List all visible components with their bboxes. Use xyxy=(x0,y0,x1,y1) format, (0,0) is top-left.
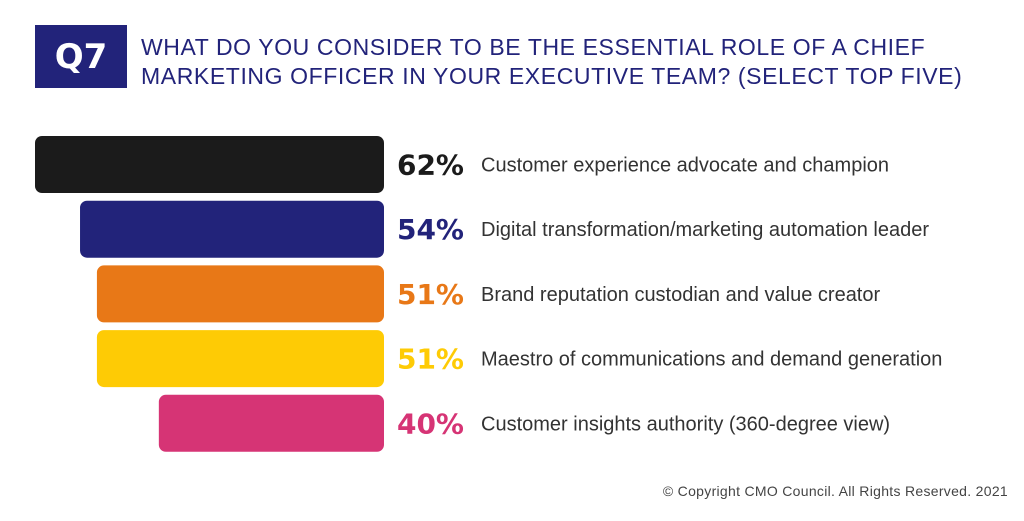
bar xyxy=(35,136,384,193)
category-label: Brand reputation custodian and value cre… xyxy=(481,284,880,306)
bar xyxy=(96,330,384,388)
category-label: Customer insights authority (360-degree … xyxy=(481,413,890,435)
category-label: Maestro of communications and demand gen… xyxy=(481,349,942,371)
bar xyxy=(96,265,384,323)
data-label: 51% xyxy=(397,343,464,376)
data-label: 54% xyxy=(397,213,464,246)
bar xyxy=(158,394,384,452)
chart-title: WHAT DO YOU CONSIDER TO BE THE ESSENTIAL… xyxy=(141,34,963,89)
copyright-footer: © Copyright CMO Council. All Rights Rese… xyxy=(662,483,1008,499)
data-label: 51% xyxy=(397,278,464,311)
data-label: 40% xyxy=(397,407,464,440)
bar xyxy=(80,200,384,258)
category-label: Customer experience advocate and champio… xyxy=(481,155,889,177)
category-label: Digital transformation/marketing automat… xyxy=(481,219,929,241)
data-label: 62% xyxy=(397,149,464,182)
question-badge: Q7 xyxy=(35,25,127,88)
